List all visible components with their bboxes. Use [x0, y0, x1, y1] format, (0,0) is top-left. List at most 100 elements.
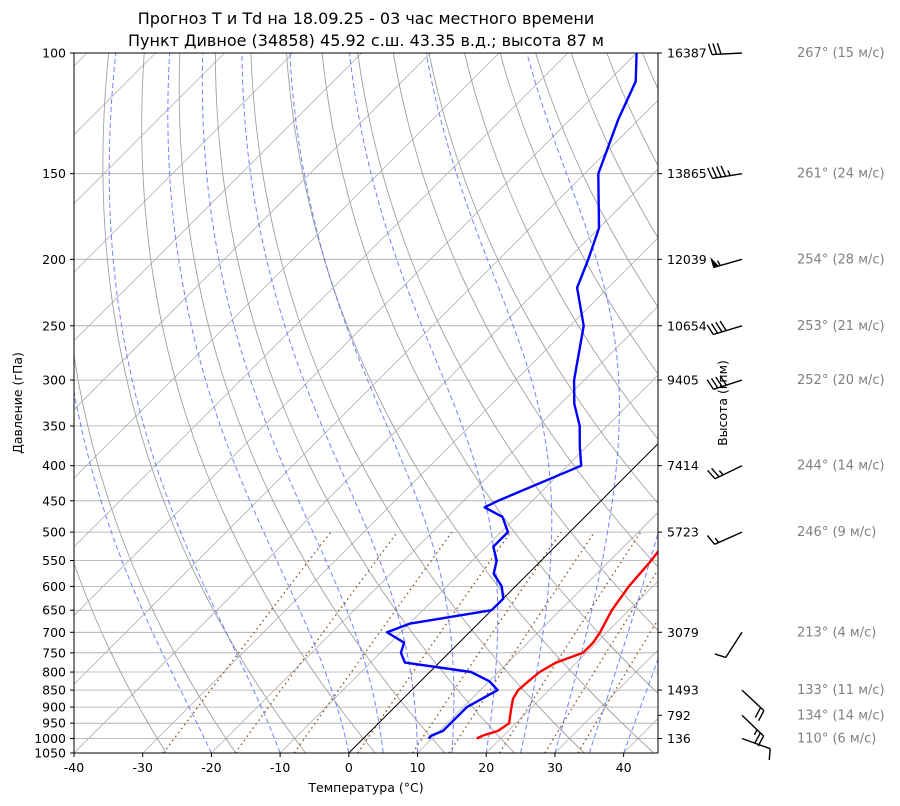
- isotherm: [279, 374, 658, 753]
- isotherm: [74, 53, 294, 273]
- isotherm: [74, 53, 500, 479]
- moist-adiabat: [526, 53, 620, 753]
- barb-flag: [711, 167, 718, 178]
- wind-label: 133° (11 м/с): [797, 683, 885, 698]
- title: Прогноз T и Td на 18.09.25 - 03 час мест…: [138, 9, 594, 28]
- dry-adiabat: [714, 53, 900, 753]
- dry-adiabat: [250, 53, 585, 753]
- y-tick-label: 350: [42, 418, 66, 433]
- barb-flag: [716, 43, 722, 55]
- wind-label: 254° (28 м/с): [797, 252, 885, 267]
- y-tick-label: 400: [42, 458, 66, 473]
- x-tick-label: 10: [410, 760, 426, 775]
- barb-flag: [707, 43, 713, 55]
- height-tick-label: 3079: [667, 625, 699, 640]
- dry-adiabat: [178, 53, 446, 753]
- wind-barb: [707, 43, 743, 56]
- barb-flag: [758, 710, 765, 721]
- wind-label: 261° (24 м/с): [797, 167, 885, 182]
- isotherm: [417, 511, 658, 753]
- plot-frame: [73, 52, 659, 754]
- wind-barb: [707, 165, 743, 180]
- moist-adiabat: [201, 53, 384, 753]
- y-tick-label: 1000: [34, 731, 66, 746]
- height-tick-label: 1493: [667, 683, 699, 698]
- barb-staff: [714, 465, 743, 480]
- isotherm: [761, 53, 900, 753]
- barb-flag: [768, 748, 771, 761]
- dry-adiabat: [464, 53, 658, 440]
- chart-title: Прогноз T и Td на 18.09.25 - 03 час мест…: [128, 9, 604, 50]
- x-tick-label: 40: [616, 760, 632, 775]
- dry-adiabat: [74, 352, 237, 753]
- wind-label: 253° (21 м/с): [797, 319, 885, 334]
- barb-half-flag: [727, 170, 731, 176]
- isotherm: [485, 580, 658, 753]
- mixing-ratio-line: [293, 531, 453, 753]
- temperature-profile: [476, 549, 658, 740]
- dry-adiabat: [214, 53, 515, 753]
- moist-adiabat: [349, 53, 499, 753]
- wind-barb: [714, 631, 743, 659]
- subtitle: Пункт Дивное (34858) 45.92 с.ш. 43.35 в.…: [128, 31, 604, 50]
- isotherm: [211, 305, 658, 753]
- isotherm: [74, 53, 225, 204]
- y-tick-label: 250: [42, 318, 66, 333]
- barb-flag: [720, 165, 727, 177]
- isotherm: [74, 53, 431, 411]
- dry-adiabat: [749, 53, 900, 753]
- x-tick-label: 0: [345, 760, 353, 775]
- y-tick-label: 500: [42, 525, 66, 540]
- mixing-ratio-line: [544, 568, 658, 753]
- x-axis-label: Температура (°C): [307, 780, 423, 795]
- dry-adiabat: [892, 53, 900, 753]
- dry-adiabat: [392, 53, 658, 568]
- wind-label: 213° (4 м/с): [797, 625, 876, 640]
- moist-adiabat: [623, 657, 658, 753]
- dry-adiabat: [499, 53, 658, 375]
- barb-half-flag: [714, 537, 720, 543]
- mixing-ratio-line: [499, 531, 642, 753]
- isotherm: [74, 168, 658, 753]
- y-tick-label: 950: [42, 716, 66, 731]
- barb-staff: [713, 325, 743, 336]
- dry-adiabat: [570, 53, 658, 239]
- wind-barb: [741, 737, 771, 761]
- dry-adiabat: [102, 53, 306, 753]
- moist-adiabat: [425, 53, 553, 753]
- barb-staff: [714, 531, 743, 545]
- wind-label: 134° (14 м/с): [797, 708, 885, 723]
- mixing-ratio-line: [448, 531, 596, 753]
- plot-area: [74, 53, 900, 753]
- dry-adiabat: [428, 53, 658, 504]
- barb-half-flag: [718, 470, 724, 476]
- height-tick-label: 16387: [667, 46, 707, 61]
- dry-adiabat: [141, 53, 376, 753]
- y-tick-label: 900: [42, 700, 66, 715]
- barb-staff: [741, 737, 771, 750]
- dry-adiabat: [321, 53, 658, 695]
- barb-half-flag: [716, 260, 721, 266]
- moist-adiabat: [588, 531, 658, 753]
- barb-flag: [712, 43, 718, 55]
- barb-flag: [711, 467, 720, 478]
- barb-staff: [725, 631, 743, 658]
- height-tick-label: 792: [667, 708, 691, 723]
- y-tick-label: 450: [42, 493, 66, 508]
- barb-flag: [706, 535, 716, 545]
- wind-barb: [706, 465, 743, 480]
- isotherm: [74, 99, 658, 685]
- y-tick-label: 100: [42, 46, 66, 61]
- barb-flag: [715, 321, 723, 333]
- dry-adiabat: [606, 53, 658, 167]
- wind-label: 267° (15 м/с): [797, 46, 885, 61]
- dry-adiabat: [357, 53, 658, 631]
- height-tick-label: 7414: [667, 458, 699, 473]
- x-tick-label: 20: [478, 760, 494, 775]
- y-tick-label: 700: [42, 625, 66, 640]
- barb-staff: [713, 379, 743, 390]
- barb-flag: [707, 167, 714, 179]
- dry-adiabat: [785, 53, 900, 753]
- y-tick-label: 800: [42, 665, 66, 680]
